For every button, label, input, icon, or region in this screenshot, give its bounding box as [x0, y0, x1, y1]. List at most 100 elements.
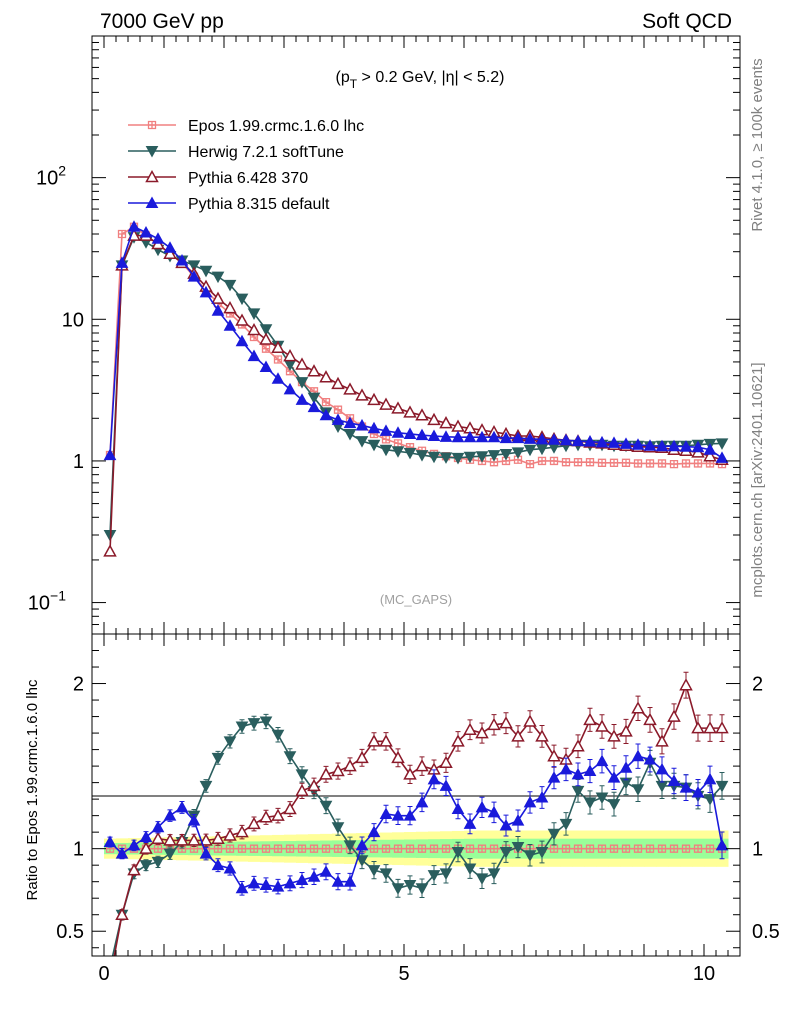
data-point [631, 438, 645, 450]
data-point [309, 844, 319, 853]
data-point [139, 860, 153, 872]
data-point [547, 433, 561, 445]
data-point [391, 426, 405, 438]
data-point [571, 767, 585, 780]
data-point [427, 870, 441, 882]
legend-item-4: Pythia 8.315 default [128, 196, 330, 213]
data-point [609, 458, 619, 467]
data-point [463, 722, 477, 736]
data-point [715, 780, 729, 793]
data-point [693, 459, 703, 468]
data-point [321, 844, 331, 853]
data-point [223, 319, 237, 331]
data-point [271, 880, 285, 892]
legend-label: Epos 1.99.crmc.1.6.0 lhc [188, 118, 364, 135]
series-4-mainSeries [103, 220, 729, 463]
main-y-tick-mantissa: 10 [36, 168, 58, 190]
data-point [573, 458, 583, 467]
data-point [297, 844, 307, 853]
data-point [307, 778, 321, 792]
data-point [127, 838, 141, 851]
data-point [561, 844, 571, 853]
data-point [475, 430, 489, 443]
data-point [475, 873, 489, 885]
data-point [643, 752, 657, 765]
data-point [151, 232, 165, 244]
data-point [583, 712, 597, 726]
data-point [523, 714, 537, 727]
data-point [261, 344, 271, 353]
data-point [355, 388, 369, 401]
data-point [645, 459, 655, 468]
data-point [415, 428, 429, 441]
data-point [439, 430, 453, 442]
series-1-mainSeries [105, 222, 727, 469]
data-point [271, 729, 285, 742]
data-point [643, 439, 657, 451]
data-point [307, 870, 321, 882]
data-point [393, 439, 403, 448]
data-point [295, 783, 309, 797]
data-point [607, 436, 621, 448]
data-point [115, 847, 129, 859]
data-point [489, 844, 499, 853]
main-y-tick-label: 10−1 [28, 588, 66, 615]
data-point [343, 759, 357, 772]
data-point [439, 779, 453, 791]
data-point [319, 865, 333, 877]
data-point [283, 876, 297, 889]
data-point [633, 844, 643, 853]
data-point [139, 225, 153, 238]
data-point [307, 364, 321, 377]
data-point [499, 448, 513, 461]
data-point [187, 814, 201, 826]
data-point [607, 729, 621, 742]
data-point [273, 355, 283, 364]
data-point [259, 810, 273, 823]
data-point [667, 709, 681, 722]
data-point [619, 761, 633, 773]
data-point [103, 835, 117, 848]
data-point [319, 370, 333, 383]
data-point [523, 795, 537, 808]
data-point [367, 825, 381, 838]
data-point [223, 861, 237, 874]
data-point [235, 825, 249, 838]
data-point [283, 349, 297, 362]
data-point [657, 844, 667, 853]
data-point [211, 304, 225, 316]
data-point [415, 759, 429, 772]
cut-label-suffix: > 0.2 GeV, |η| < 5.2) [357, 69, 504, 86]
ratio-y-tick-label-right: 2 [752, 674, 763, 696]
data-point [187, 270, 201, 282]
data-point [343, 382, 357, 395]
data-point [667, 774, 681, 786]
ratio-series-group [103, 671, 729, 956]
data-point [355, 436, 369, 448]
data-point [127, 863, 141, 876]
series-line [109, 225, 723, 465]
data-point [427, 429, 441, 441]
data-point [391, 401, 405, 414]
data-point [235, 334, 249, 347]
ratio-y-tick-label-right: 1 [752, 839, 763, 861]
data-point [391, 883, 405, 895]
ratio-y-tick-label-right: 0.5 [752, 921, 780, 943]
data-point [367, 392, 381, 406]
data-point [705, 844, 715, 853]
data-point [535, 846, 549, 859]
data-point [583, 435, 597, 447]
data-point [295, 377, 309, 389]
data-point [535, 432, 549, 445]
data-point [391, 750, 405, 764]
data-point [223, 279, 237, 292]
data-point [417, 844, 427, 853]
data-point [115, 256, 129, 268]
data-point [547, 828, 561, 841]
data-point [537, 456, 547, 466]
data-point [153, 844, 163, 853]
data-point [595, 792, 609, 805]
data-point [211, 752, 225, 765]
legend-label: Pythia 8.315 default [188, 196, 330, 213]
